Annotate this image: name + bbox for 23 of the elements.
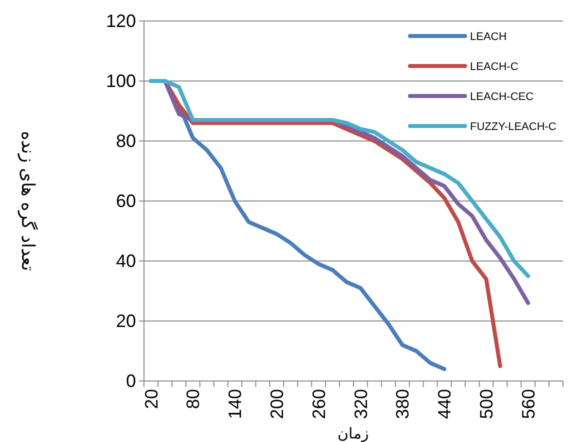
y-axis-title: تعداد گره های زنده <box>17 130 39 272</box>
y-tick-label: 80 <box>116 130 136 151</box>
x-tick-label: 320 <box>350 389 371 420</box>
x-tick-label: 20 <box>141 389 162 410</box>
y-tick-label: 100 <box>106 70 136 91</box>
legend-label: LEACH <box>470 30 507 43</box>
x-tick-label: 380 <box>392 389 413 420</box>
y-tick-label: 120 <box>106 10 136 31</box>
y-tick-label: 20 <box>116 310 136 331</box>
y-tick-label: 0 <box>126 370 136 391</box>
y-tick-label: 60 <box>116 190 136 211</box>
legend-label: FUZZY-LEACH-C <box>470 120 556 133</box>
legend-label: LEACH-CEC <box>470 90 534 103</box>
x-tick-label: 80 <box>183 389 204 410</box>
legend-label: LEACH-C <box>470 60 518 73</box>
x-axis-title: زمان <box>338 425 368 442</box>
x-tick-label: 260 <box>308 389 329 420</box>
x-tick-label: 560 <box>518 389 538 420</box>
y-tick-label: 40 <box>116 250 136 271</box>
x-tick-label: 440 <box>434 389 455 420</box>
x-tick-label: 500 <box>476 389 496 420</box>
x-tick-label: 140 <box>225 389 246 420</box>
x-tick-label: 200 <box>266 389 287 420</box>
